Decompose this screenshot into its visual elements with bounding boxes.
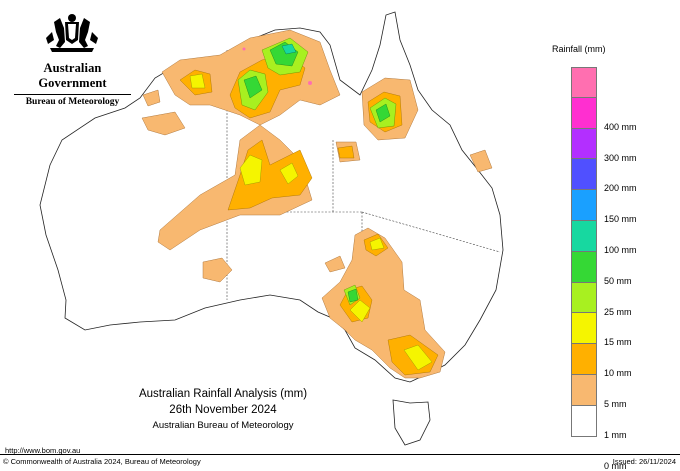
map-date: 26th November 2024 [169,404,277,416]
legend-swatch [571,220,597,252]
legend-swatch [571,159,597,191]
legend-swatch [571,405,597,437]
legend-swatch [571,128,597,160]
copyright-notice: © Commonwealth of Australia 2024, Bureau… [3,457,201,466]
legend-label: 200 mm [604,183,637,194]
legend-swatch [571,97,597,129]
rain-25-50mm [243,41,391,303]
legend-swatch [571,374,597,406]
tasmania-outline [392,399,431,446]
legend-label: 25 mm [604,306,632,317]
legend-swatch [571,344,597,375]
legend-label: 5 mm [604,398,627,409]
legend-label: 300 mm [604,152,637,163]
agency-name: Bureau of Meteorology [25,97,120,107]
legend-label: 100 mm [604,244,637,255]
map-title-block: Australian Rainfall Analysis (mm) 26th N… [128,387,318,432]
legend-swatch [571,190,597,221]
rain-10-15mm [189,73,433,371]
map-source: Australian Bureau of Meteorology [152,420,294,431]
legend-label: 1 mm [604,429,627,440]
legend-swatch [571,67,597,98]
rain-100plus-mm [242,47,312,85]
government-name: Australian Government [38,61,107,90]
legend-swatch [571,251,597,283]
bom-logo: Australian Government Bureau of Meteorol… [10,10,135,107]
rain-50-100mm [281,43,297,55]
bom-url-link[interactable]: http://www.bom.gov.au [5,446,81,455]
legend-title: Rainfall (mm) [552,44,606,54]
issued-date: Issued: 26/11/2024 [612,457,676,466]
legend-label: 50 mm [604,275,632,286]
legend-swatch [571,313,597,345]
legend-label: 0 mm [604,460,627,471]
coat-of-arms-icon [46,14,98,52]
map-title: Australian Rainfall Analysis (mm) [138,388,308,400]
legend-label: 15 mm [604,337,632,348]
legend-swatch [571,282,597,314]
legend-label: 400 mm [604,121,637,132]
legend-label: 150 mm [604,214,637,225]
legend-label: 10 mm [604,368,632,379]
